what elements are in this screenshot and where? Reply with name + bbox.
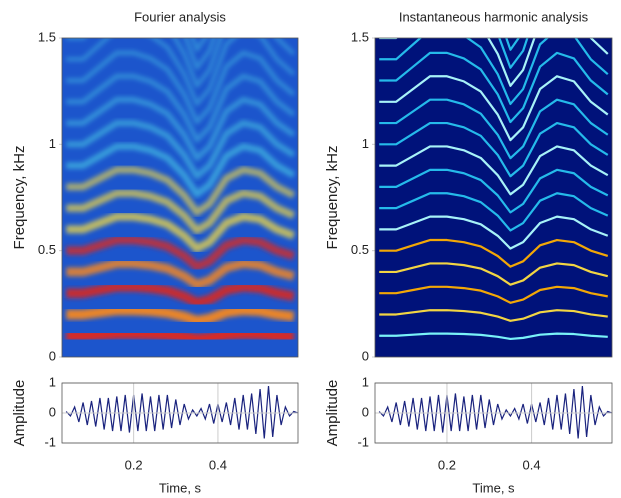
harmonic xyxy=(66,73,296,143)
plot-area xyxy=(378,385,612,439)
y-tick-label: 0.5 xyxy=(351,242,369,257)
y-tick-label: 1 xyxy=(362,374,369,389)
x-tick-label: 0.2 xyxy=(125,457,143,472)
plot-frame xyxy=(61,37,299,358)
harmonic xyxy=(379,98,609,160)
chart-title: Fourier analysis xyxy=(134,9,226,24)
x-axis-label: Time, s xyxy=(159,480,202,495)
plot-frame xyxy=(61,382,299,444)
plot-area xyxy=(65,385,298,439)
harmonic xyxy=(66,166,296,216)
harmonic xyxy=(66,143,296,198)
y-tick-label: 0.5 xyxy=(38,242,56,257)
harmonic xyxy=(379,192,609,232)
plot-area xyxy=(375,38,612,357)
y-tick-label: 0 xyxy=(362,348,369,363)
harmonic xyxy=(379,215,609,250)
y-axis-label: Frequency, kHz xyxy=(324,146,341,250)
y-tick-label: 1.5 xyxy=(351,29,369,44)
y-tick-label: 0 xyxy=(362,404,369,419)
chart-title: Instantaneous harmonic analysis xyxy=(399,9,589,24)
harmonic xyxy=(66,235,296,271)
waveform xyxy=(378,385,612,439)
y-tick-label: 1 xyxy=(49,136,56,151)
y-axis-label: Amplitude xyxy=(324,380,341,447)
harmonic xyxy=(379,145,609,196)
x-tick-label: 0.2 xyxy=(438,457,456,472)
harmonic xyxy=(66,38,296,106)
harmonic xyxy=(379,121,609,178)
harmonic xyxy=(66,328,295,345)
harmonic xyxy=(66,305,295,326)
harmonic xyxy=(66,96,296,161)
harmonic xyxy=(379,168,609,214)
harmonic xyxy=(379,309,608,322)
harmonic xyxy=(66,258,295,290)
harmonic xyxy=(66,212,296,253)
plot-area xyxy=(62,38,298,357)
x-tick-label: 0.4 xyxy=(523,457,541,472)
y-tick-label: -1 xyxy=(44,434,56,449)
harmonic xyxy=(379,38,609,87)
harmonic xyxy=(66,38,296,88)
harmonic xyxy=(379,285,608,304)
y-tick-label: 0 xyxy=(49,404,56,419)
y-tick-label: -1 xyxy=(357,434,369,449)
waveform xyxy=(65,385,298,439)
y-axis-label: Frequency, kHz xyxy=(11,146,28,250)
spectrogram-background xyxy=(375,38,612,357)
x-axis-label: Time, s xyxy=(472,480,515,495)
y-tick-label: 1 xyxy=(362,136,369,151)
harmonic xyxy=(66,189,296,235)
y-axis-label: Amplitude xyxy=(11,380,28,447)
harmonic xyxy=(379,75,609,142)
x-tick-label: 0.4 xyxy=(209,457,227,472)
harmonic xyxy=(379,238,609,268)
harmonic xyxy=(66,282,295,308)
harmonic xyxy=(379,332,608,341)
y-tick-label: 1.5 xyxy=(38,29,56,44)
harmonic xyxy=(379,38,609,106)
plot-frame xyxy=(374,37,613,358)
harmonic xyxy=(379,262,609,286)
harmonic xyxy=(66,120,296,180)
plot-frame xyxy=(374,382,613,444)
harmonic xyxy=(66,50,296,125)
y-tick-label: 0 xyxy=(49,348,56,363)
y-tick-label: 1 xyxy=(49,374,56,389)
harmonic xyxy=(379,51,609,124)
